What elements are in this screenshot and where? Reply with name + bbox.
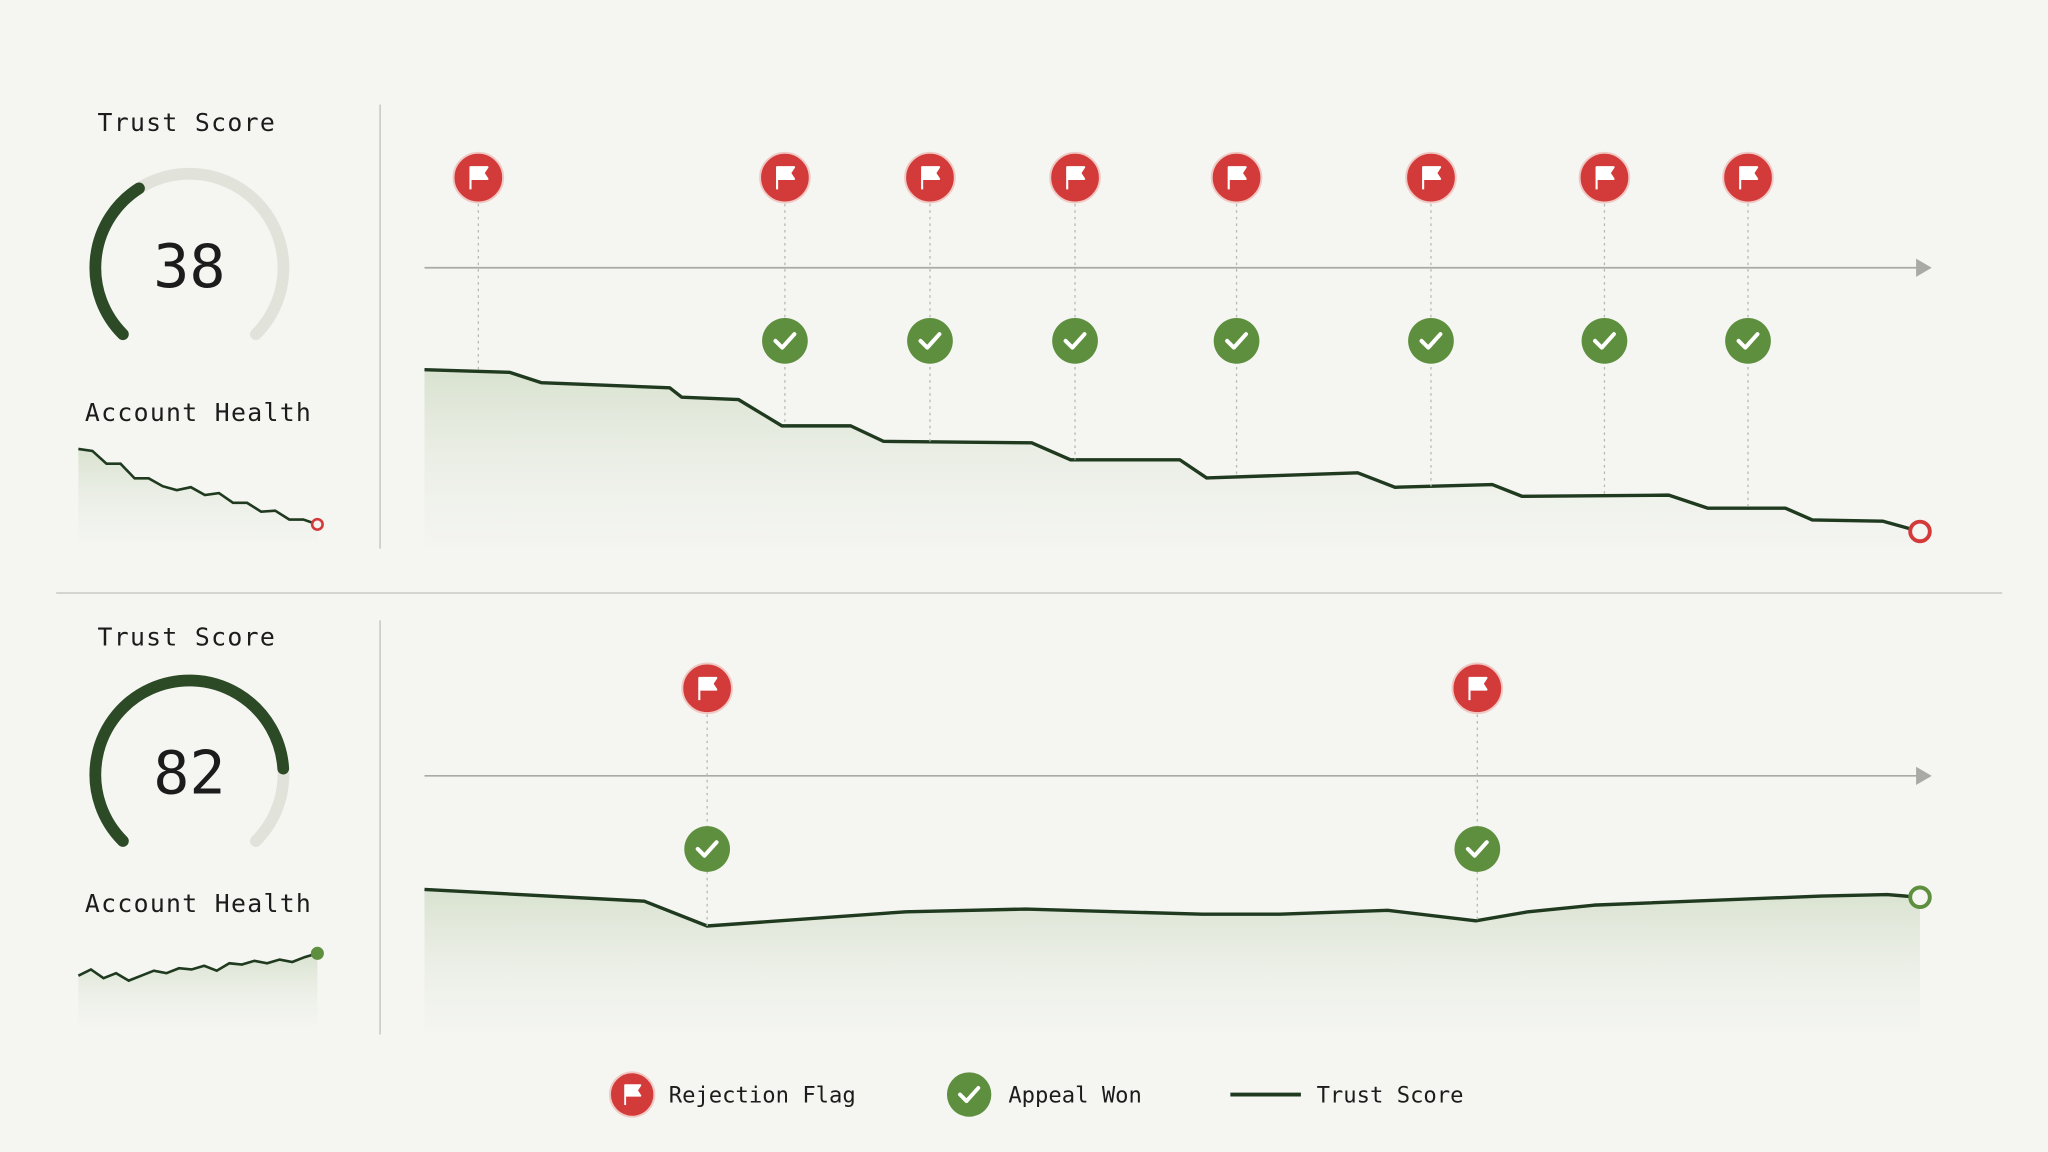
appeal-won-glyph: [1419, 332, 1443, 350]
rejection-flag: [759, 151, 811, 204]
legend-label: Rejection Flag: [669, 1082, 856, 1108]
appeal-won: [762, 318, 808, 364]
rejection-flag-glyph: [1066, 166, 1086, 190]
rejection-flag-glyph: [1595, 166, 1615, 190]
appeal-won-circle: [1581, 318, 1628, 364]
legend-flag-icon-glyph: [624, 1084, 642, 1106]
rejection-flag-glyph: [1227, 166, 1247, 190]
appeal-won-glyph: [1736, 332, 1760, 350]
appeal-won: [1454, 826, 1501, 872]
rejection-flag: [1578, 151, 1631, 204]
appeal-won-glyph: [1063, 332, 1087, 350]
rejection-flag: [1049, 151, 1101, 204]
appeal-won-circle: [684, 826, 730, 872]
rejection-flag: [681, 662, 733, 715]
appeal-won-glyph: [1593, 332, 1616, 350]
gauge-label: Trust Score: [97, 623, 276, 652]
appeal-won: [1408, 318, 1454, 364]
rejection-flag: [1722, 151, 1774, 204]
legend-flag-icon: [608, 1071, 656, 1118]
rejection-flag-glyph: [1468, 676, 1488, 701]
legend-appeal-icon-circle: [946, 1072, 992, 1117]
rejection-flag: [1405, 151, 1457, 204]
rejection-flag-glyph: [921, 166, 941, 190]
appeal-won: [1052, 318, 1098, 364]
sparkline-end: [310, 946, 324, 960]
gauge-score: 38: [153, 232, 225, 302]
appeal-won-circle: [907, 318, 953, 364]
rejection-flag-glyph: [1739, 166, 1759, 190]
appeal-won-glyph: [773, 332, 797, 350]
sparkline: [78, 447, 318, 526]
rejection-flag: [1451, 662, 1504, 715]
gauge-score: 82: [153, 739, 225, 809]
rejection-flag-glyph: [776, 166, 796, 190]
legend-appeal-icon: [946, 1072, 992, 1117]
sparkline-label: Account Health: [85, 889, 312, 918]
time-axis-arrow: [1916, 258, 1932, 277]
appeal-won: [907, 318, 953, 364]
rejection-flag-glyph: [698, 676, 718, 701]
sparkline-label: Account Health: [85, 398, 312, 427]
legend-appeal-icon-glyph: [958, 1086, 981, 1104]
sparkline-area: [78, 448, 318, 543]
trust-area: [424, 889, 1921, 1032]
trust-line: [424, 367, 1921, 534]
rejection-flag-glyph: [1422, 166, 1442, 190]
appeal-won-circle: [1052, 318, 1098, 364]
trust-end: [1908, 519, 1932, 544]
time-axis-arrow: [1916, 766, 1932, 785]
trust-area: [424, 369, 1921, 546]
appeal-won: [1581, 318, 1628, 364]
sparkline: [77, 952, 318, 983]
appeal-won-glyph: [918, 332, 942, 350]
rejection-flag: [904, 151, 956, 204]
trust-line: [424, 887, 1921, 928]
sparkline-end: [310, 517, 324, 531]
rejection-flag: [452, 151, 505, 204]
sparkline-area: [78, 953, 318, 1026]
legend-label: Appeal Won: [1008, 1082, 1142, 1108]
appeal-won: [684, 826, 730, 872]
trust-end: [1908, 885, 1932, 910]
appeal-won-glyph: [1465, 840, 1489, 858]
rejection-flag: [1210, 151, 1263, 204]
appeal-won-glyph: [695, 840, 719, 858]
appeal-won-circle: [1408, 318, 1454, 364]
appeal-won: [1213, 318, 1260, 364]
gauge-label: Trust Score: [97, 108, 276, 137]
appeal-won-circle: [1725, 318, 1771, 364]
appeal-won-glyph: [1225, 332, 1248, 350]
appeal-won-circle: [1454, 826, 1501, 872]
legend-label: Trust Score: [1317, 1082, 1464, 1108]
appeal-won-circle: [762, 318, 808, 364]
gauge-value: [89, 674, 290, 847]
rejection-flag-glyph: [469, 166, 489, 190]
gauge-value: [89, 182, 145, 341]
appeal-won-circle: [1213, 318, 1260, 364]
appeal-won: [1725, 318, 1771, 364]
